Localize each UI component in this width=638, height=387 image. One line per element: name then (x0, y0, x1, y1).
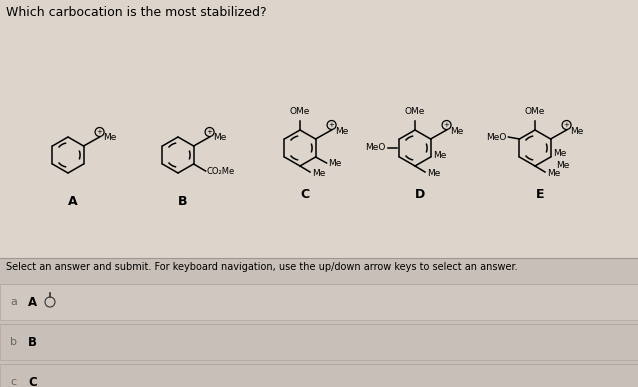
Text: CO₂Me: CO₂Me (207, 168, 235, 176)
Text: a: a (10, 297, 17, 307)
Text: D: D (415, 188, 425, 201)
Text: Me: Me (336, 127, 349, 135)
Text: Me: Me (547, 168, 560, 178)
Bar (0, 364, 638, 387)
Text: OMe: OMe (525, 107, 545, 116)
Text: OMe: OMe (405, 107, 425, 116)
Text: Me: Me (434, 151, 447, 161)
Bar (0, 0, 638, 258)
Text: C: C (28, 375, 37, 387)
Text: MeO: MeO (486, 132, 507, 142)
Bar (0, 324, 638, 360)
Text: B: B (178, 195, 188, 208)
Text: C: C (300, 188, 309, 201)
Text: MeO: MeO (366, 144, 386, 152)
Text: Me: Me (312, 168, 325, 178)
Text: +: + (207, 129, 212, 135)
Text: b: b (10, 337, 17, 347)
Text: +: + (443, 122, 450, 128)
Text: Select an answer and submit. For keyboard navigation, use the up/down arrow keys: Select an answer and submit. For keyboar… (6, 262, 517, 272)
Text: E: E (536, 188, 544, 201)
Text: Me: Me (103, 134, 117, 142)
Bar (0, 284, 638, 320)
Text: Which carbocation is the most stabilized?: Which carbocation is the most stabilized… (6, 6, 267, 19)
Text: Me: Me (556, 161, 570, 171)
Text: +: + (96, 129, 103, 135)
Text: B: B (28, 336, 37, 349)
Text: A: A (68, 195, 78, 208)
Text: +: + (563, 122, 570, 128)
Text: +: + (329, 122, 334, 128)
Text: Me: Me (570, 127, 584, 135)
Text: Me: Me (214, 134, 227, 142)
Text: c: c (10, 377, 16, 387)
Text: Me: Me (427, 168, 440, 178)
Text: Me: Me (329, 159, 342, 168)
Text: Me: Me (554, 149, 567, 159)
Text: A: A (28, 296, 37, 308)
Text: OMe: OMe (290, 107, 310, 116)
Text: Me: Me (450, 127, 464, 135)
